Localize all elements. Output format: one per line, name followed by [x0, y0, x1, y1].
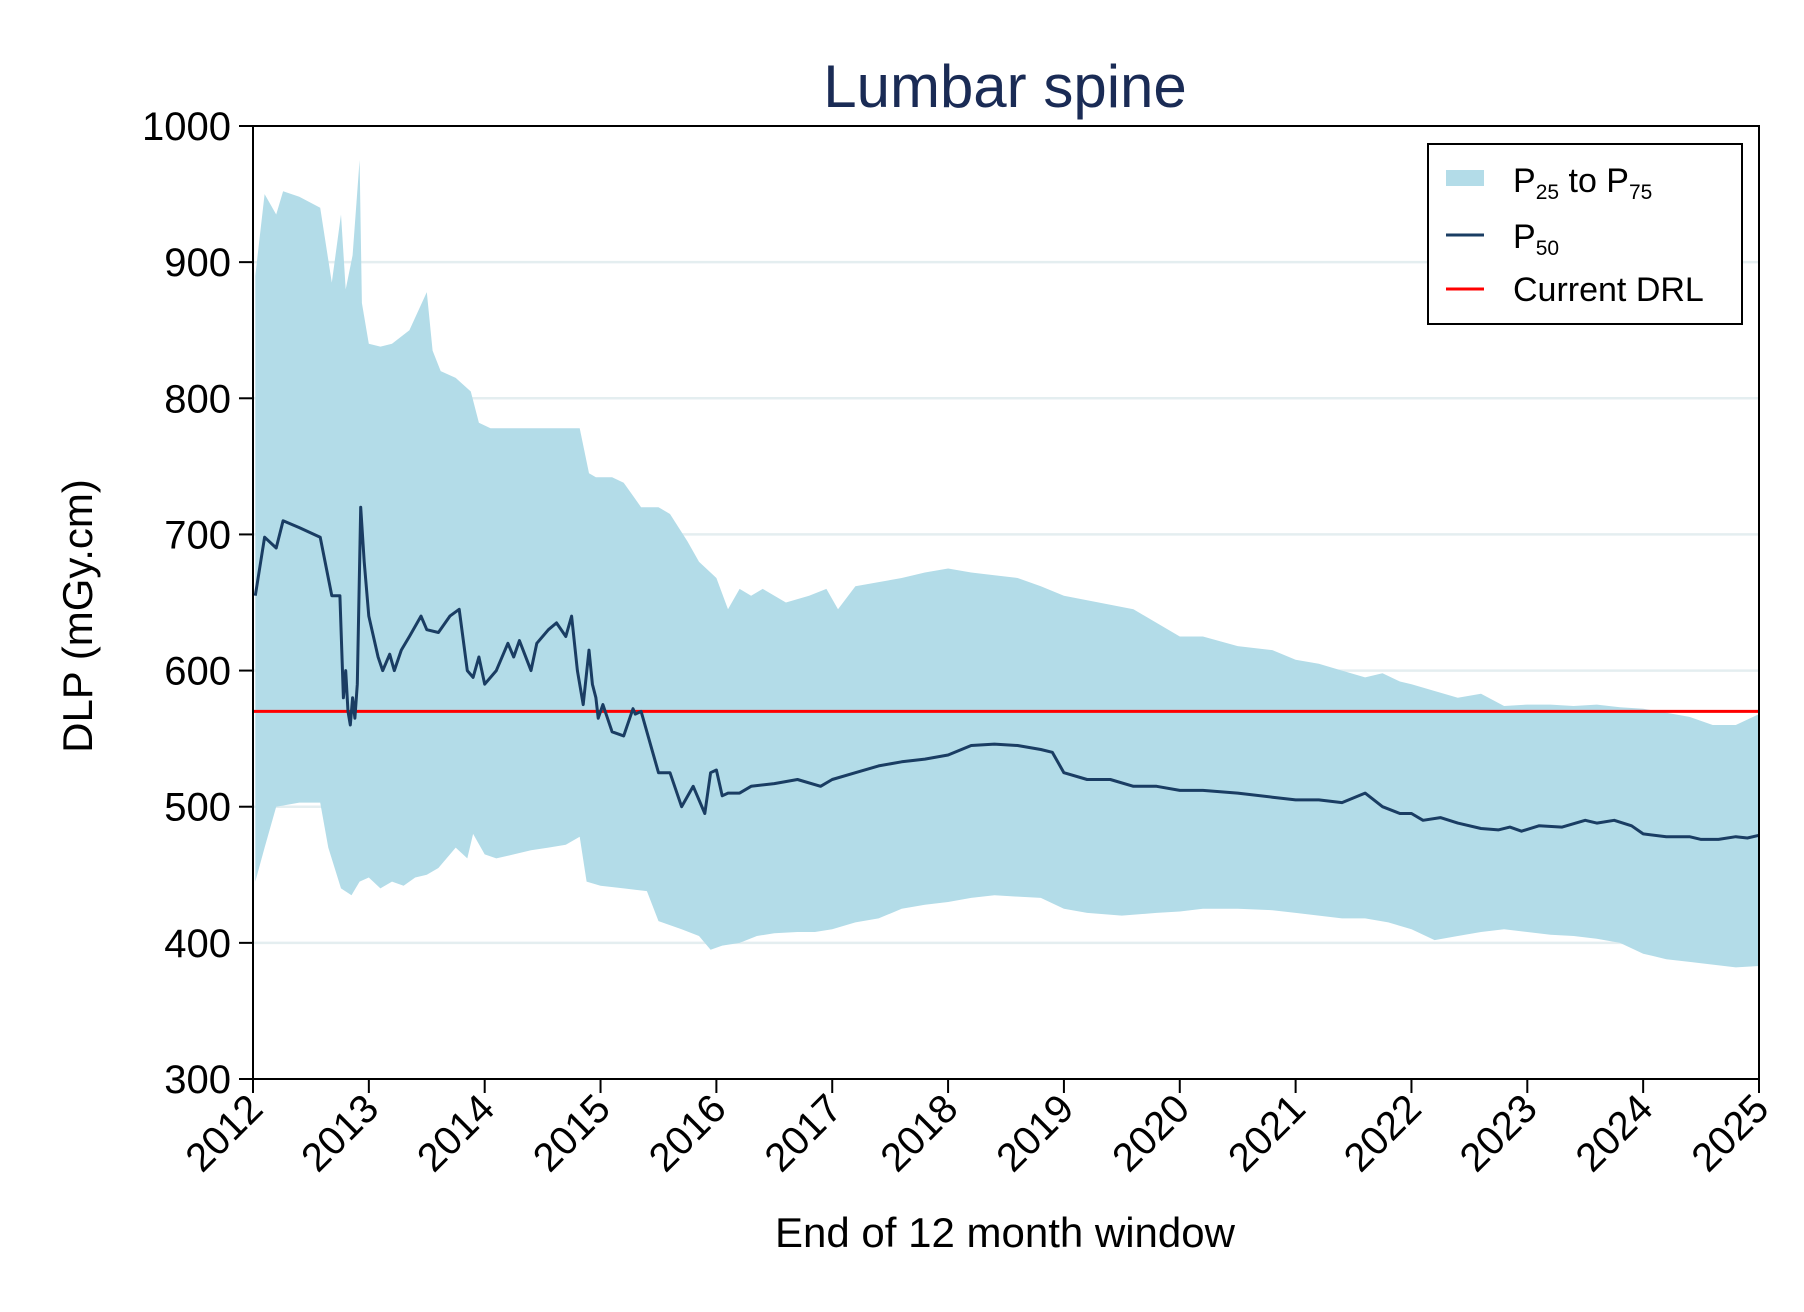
- legend-band-swatch: [1446, 170, 1484, 186]
- y-axis: 300 400 500 600 700 800 900 1000: [142, 105, 253, 1102]
- legend-drl-label: Current DRL: [1513, 271, 1704, 309]
- x-axis-title: End of 12 month window: [775, 1209, 1236, 1256]
- y-tick-label: 700: [164, 513, 231, 557]
- p50-median-line: [253, 505, 1760, 841]
- y-tick-label: 500: [164, 786, 231, 830]
- legend: P25 to P75 P50 Current DRL: [1427, 143, 1743, 325]
- y-tick-label: 900: [164, 241, 231, 285]
- legend-band-label: P25 to P75: [1513, 162, 1652, 204]
- y-tick-label: 600: [164, 650, 231, 694]
- plot-frame: [252, 125, 1760, 1080]
- y-tick-label: 400: [164, 922, 231, 966]
- legend-median-label: P50: [1513, 218, 1559, 260]
- chart-title: Lumbar spine: [823, 53, 1187, 120]
- y-axis-title: DLP (mGy.cm): [54, 479, 101, 753]
- y-tick-label: 800: [164, 377, 231, 421]
- p25-p75-band: [255, 160, 1759, 968]
- y-tick-label: 1000: [142, 105, 231, 149]
- y-tick-label: 300: [164, 1058, 231, 1102]
